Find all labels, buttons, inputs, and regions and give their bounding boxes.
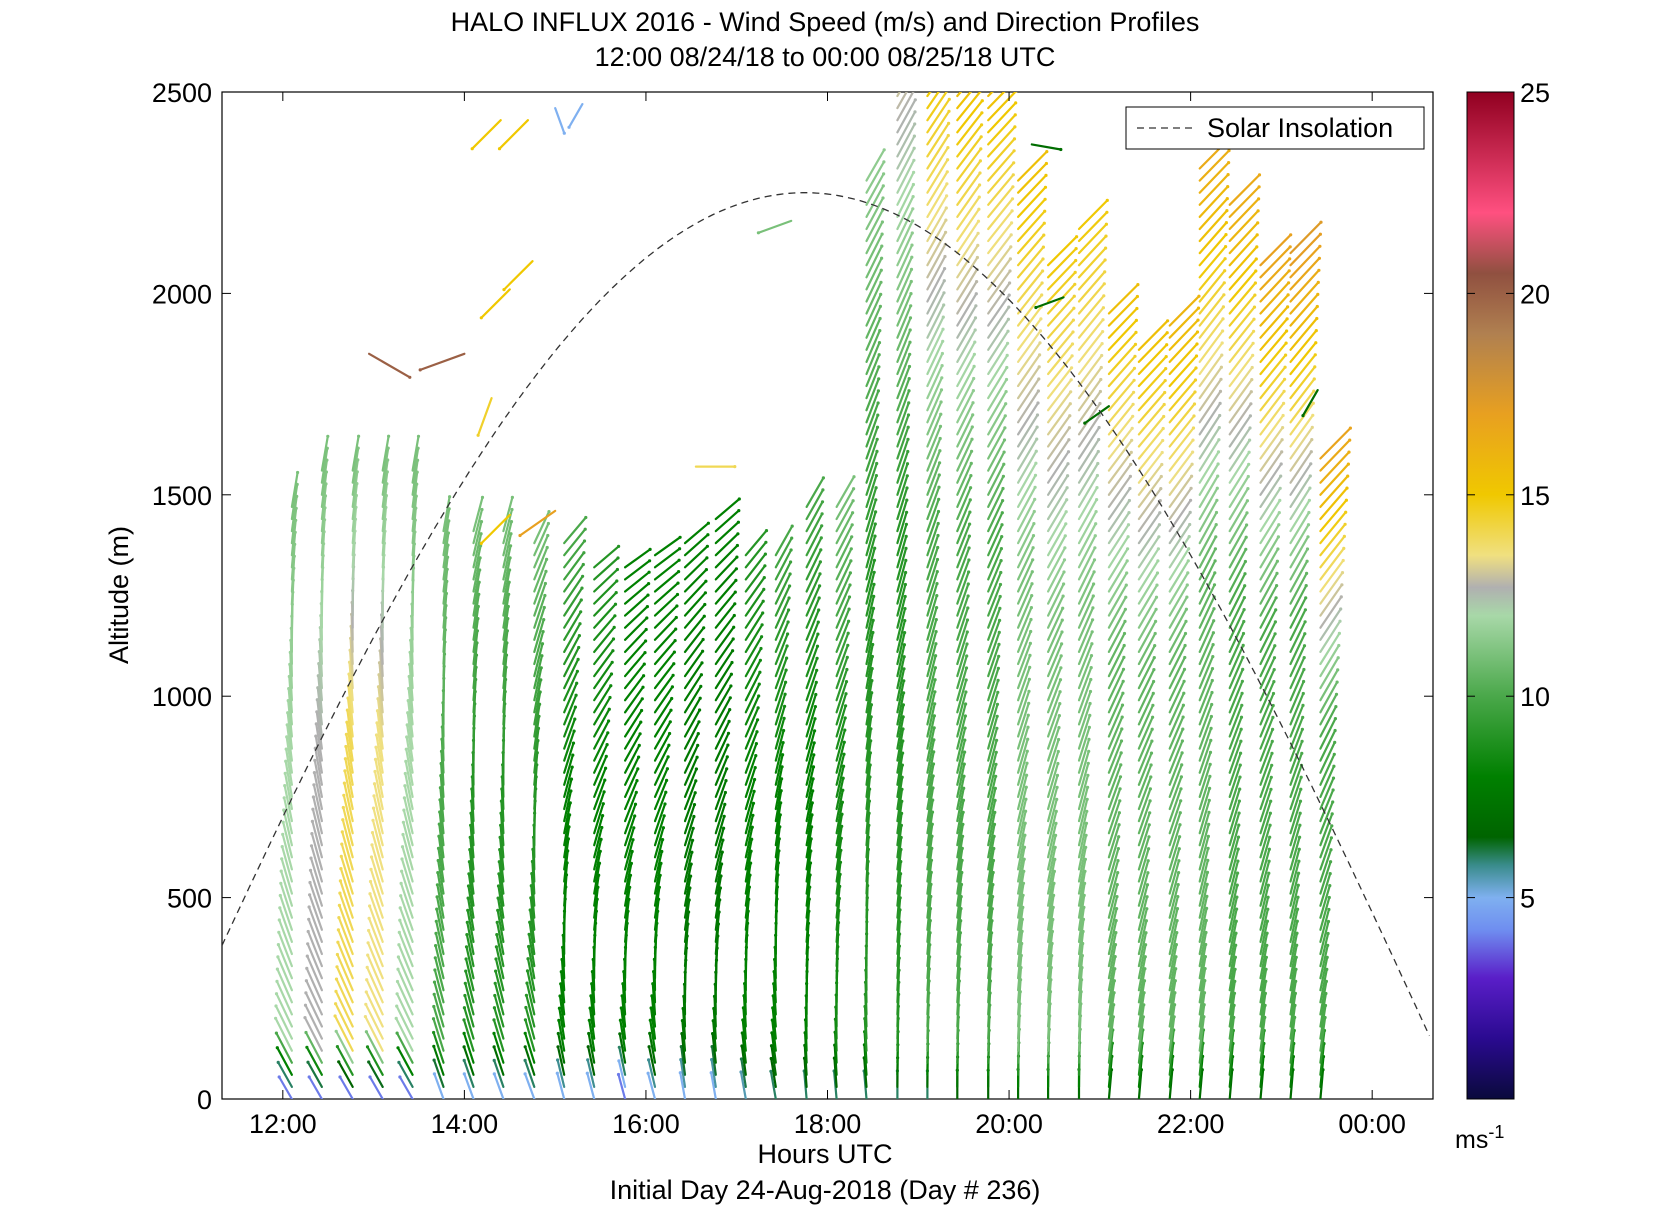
x-axis-label: Hours UTC xyxy=(757,1139,892,1169)
legend: Solar Insolation xyxy=(1126,107,1424,149)
colorbar-tick-label: 20 xyxy=(1520,279,1550,309)
colorbar-tick-label: 15 xyxy=(1520,481,1550,511)
y-axis-label: Altitude (m) xyxy=(104,526,134,664)
x-axis-sublabel: Initial Day 24-Aug-2018 (Day # 236) xyxy=(610,1175,1041,1205)
colorbar-unit-exponent: -1 xyxy=(1488,1122,1504,1142)
colorbar-tick-label: 10 xyxy=(1520,682,1550,712)
colorbar-unit: ms-1 xyxy=(1455,1122,1504,1154)
x-tick-label: 14:00 xyxy=(431,1109,499,1139)
y-tick-label: 0 xyxy=(197,1085,212,1115)
y-tick-label: 2000 xyxy=(152,279,212,309)
x-tick-label: 20:00 xyxy=(975,1109,1043,1139)
x-tick-label: 22:00 xyxy=(1157,1109,1225,1139)
y-tick-label: 500 xyxy=(167,884,212,914)
y-tick-label: 1500 xyxy=(152,481,212,511)
x-tick-label: 00:00 xyxy=(1338,1109,1406,1139)
colorbar-tick-label: 5 xyxy=(1520,884,1535,914)
legend-label-solar: Solar Insolation xyxy=(1207,113,1393,143)
x-tick-label: 18:00 xyxy=(794,1109,862,1139)
y-tick-label: 2500 xyxy=(152,78,212,108)
colorbar: 5 10 15 20 25 ms-1 xyxy=(1455,78,1550,1154)
x-tick-label: 12:00 xyxy=(249,1109,317,1139)
colorbar-gradient xyxy=(1467,92,1514,1099)
chart-title: HALO INFLUX 2016 - Wind Speed (m/s) and … xyxy=(451,7,1200,37)
chart-subtitle: 12:00 08/24/18 to 00:00 08/25/18 UTC xyxy=(595,42,1056,72)
x-tick-label: 16:00 xyxy=(612,1109,680,1139)
colorbar-tick-label: 25 xyxy=(1520,78,1550,108)
plot-area xyxy=(222,92,1433,1099)
y-tick-label: 1000 xyxy=(152,682,212,712)
